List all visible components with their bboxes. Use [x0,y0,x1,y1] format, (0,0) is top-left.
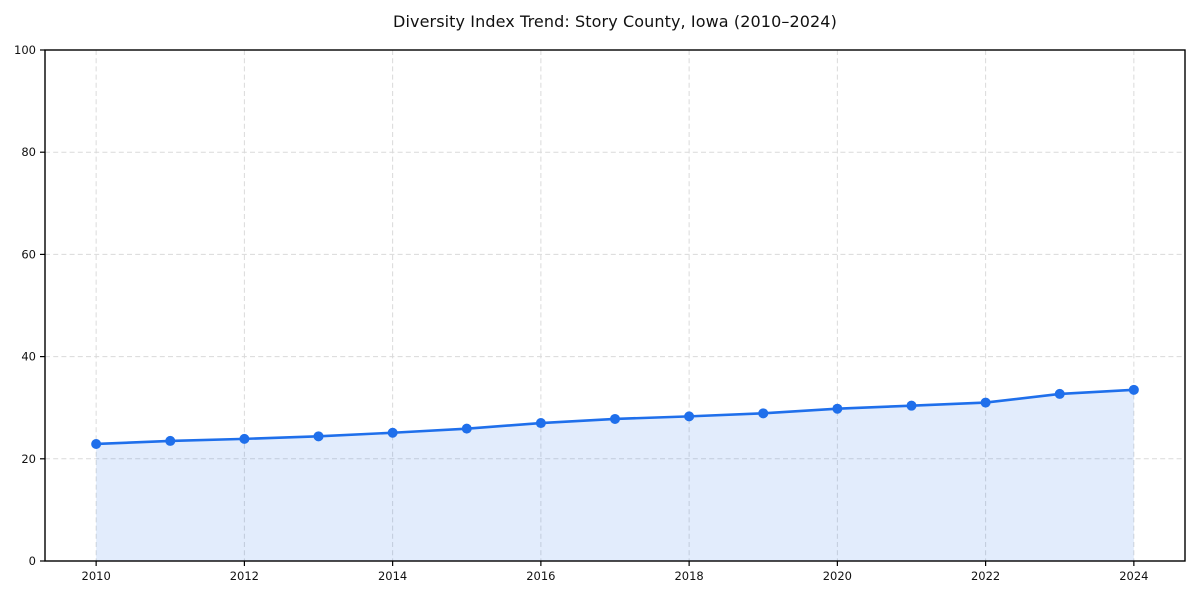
data-point-2014 [387,427,398,438]
data-point-2024 [1128,384,1139,395]
chart-title: Diversity Index Trend: Story County, Iow… [393,12,837,31]
y-tick-label-20: 20 [21,452,36,466]
data-point-2011 [165,435,176,446]
area-fill [96,389,1134,561]
data-point-2017 [610,413,620,424]
x-tick-label-2024: 2024 [1119,569,1148,583]
y-tick-label-60: 60 [21,247,36,261]
x-tick-label-2022: 2022 [971,569,1000,583]
x-tick-label-2010: 2010 [82,569,111,583]
data-point-2010 [91,438,102,449]
data-point-2012 [239,433,250,444]
data-point-2021 [906,400,917,411]
y-tick-label-40: 40 [21,350,36,364]
data-point-2016 [535,418,546,429]
plot-border [44,49,1186,562]
y-tick-label-0: 0 [29,554,36,568]
data-point-2019 [758,408,769,419]
data-point-2022 [980,397,991,408]
y-tick-label-80: 80 [21,145,36,159]
x-tick-label-2020: 2020 [823,569,852,583]
data-point-2013 [313,431,324,442]
data-point-2023 [1054,388,1065,399]
data-point-2018 [684,411,695,422]
data-point-2020 [832,403,843,414]
y-tick-label-100: 100 [14,43,36,57]
x-tick-label-2018: 2018 [674,569,703,583]
data-point-2015 [461,423,472,434]
x-tick-label-2012: 2012 [230,569,259,583]
x-tick-label-2016: 2016 [526,569,555,583]
x-tick-label-2014: 2014 [378,569,407,583]
